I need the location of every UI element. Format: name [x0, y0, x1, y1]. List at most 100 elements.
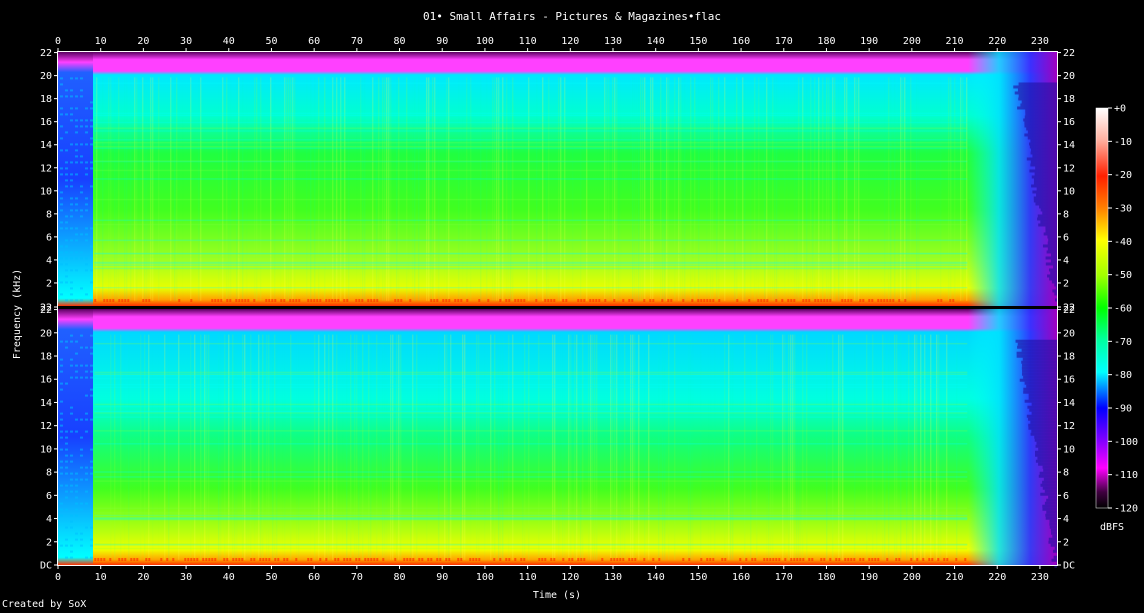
energy-streak — [500, 334, 502, 560]
bass-hit — [142, 299, 145, 302]
energy-streak — [558, 77, 560, 301]
energy-streak — [724, 334, 726, 560]
energy-streak — [900, 77, 902, 301]
bass-hit — [754, 558, 757, 561]
x-tick-label-top: 220 — [988, 36, 1006, 47]
energy-streak — [832, 334, 834, 560]
intro-texture — [80, 502, 83, 505]
harmonic-band — [94, 543, 968, 545]
energy-streak — [734, 77, 736, 301]
energy-streak — [358, 334, 360, 560]
energy-streak — [270, 77, 272, 301]
intro-texture — [75, 161, 78, 164]
energy-streak — [296, 335, 297, 560]
energy-streak — [680, 77, 682, 301]
energy-streak — [448, 77, 450, 301]
energy-streak — [592, 334, 594, 560]
intro-texture — [80, 257, 83, 260]
bass-hit — [118, 558, 121, 561]
energy-streak — [292, 77, 294, 301]
bass-hit — [205, 558, 208, 561]
fade-tail — [1030, 139, 1057, 143]
energy-streak — [644, 77, 646, 301]
energy-streak — [770, 334, 772, 560]
bass-hit — [862, 558, 865, 561]
bass-hit — [871, 299, 874, 302]
colorbar-tick-label: -50 — [1114, 270, 1132, 281]
fade-tail — [1028, 423, 1057, 427]
fade-tail — [1054, 283, 1057, 287]
bass-hit — [580, 558, 583, 561]
intro-texture — [70, 257, 73, 260]
energy-streak — [168, 334, 170, 560]
fade-tail — [1052, 289, 1057, 293]
fade-tail — [1040, 492, 1057, 496]
energy-streak — [164, 334, 166, 560]
energy-streak — [554, 334, 556, 560]
intro-texture — [80, 251, 83, 254]
harmonic-band — [94, 547, 968, 550]
intro-texture — [90, 460, 93, 463]
intro-texture — [60, 173, 63, 176]
energy-streak — [242, 334, 244, 560]
intro-texture — [70, 215, 73, 218]
intro-texture — [60, 370, 63, 373]
bass-hit — [643, 558, 646, 561]
top-channel-texture — [60, 77, 1057, 302]
intro-texture — [85, 239, 88, 242]
energy-streak — [524, 334, 526, 560]
energy-streak — [906, 334, 908, 560]
energy-streak — [388, 77, 390, 301]
bass-hit — [649, 299, 652, 302]
energy-streak — [800, 334, 802, 560]
bass-hit — [880, 299, 883, 302]
intro-texture — [85, 167, 88, 170]
fade-tail — [1035, 450, 1057, 454]
fade-tail — [1016, 354, 1057, 358]
intro-texture — [60, 340, 63, 343]
energy-streak — [792, 334, 794, 560]
intro-texture — [70, 185, 73, 188]
x-tick-label-top: 170 — [775, 36, 793, 47]
intro-texture — [85, 364, 88, 367]
bass-hit — [805, 299, 808, 302]
x-tick-label-top: 210 — [946, 36, 964, 47]
energy-streak — [966, 77, 968, 301]
bass-hit — [109, 558, 112, 561]
bass-hit — [421, 558, 424, 561]
bass-hit — [376, 299, 379, 302]
energy-streak — [630, 334, 632, 560]
intro-texture — [75, 352, 78, 355]
y-tick-label-right: 20 — [1063, 71, 1075, 82]
fade-tail — [1029, 169, 1057, 173]
energy-streak — [908, 334, 910, 560]
bass-hit — [376, 558, 379, 561]
y-tick-label-left: 8 — [46, 209, 52, 220]
energy-streak — [522, 334, 524, 560]
intro-texture — [70, 143, 73, 146]
bass-hit — [358, 299, 361, 302]
intro-texture — [65, 269, 68, 272]
fade-tail — [1045, 229, 1057, 233]
intro-texture — [85, 257, 88, 260]
energy-streak — [854, 77, 856, 301]
fade-tail — [1013, 85, 1057, 89]
intro-texture — [75, 125, 78, 128]
energy-streak — [466, 77, 468, 301]
bass-hit — [877, 299, 880, 302]
energy-streak — [638, 77, 640, 301]
intro-texture — [70, 364, 73, 367]
intro-texture — [85, 466, 88, 469]
intro-texture — [70, 544, 73, 547]
bass-hit — [355, 558, 358, 561]
energy-streak — [284, 77, 286, 301]
intro-texture — [80, 436, 83, 439]
bass-hit — [118, 299, 121, 302]
intro-texture — [70, 179, 73, 182]
fade-tail — [1029, 145, 1057, 149]
fade-tail — [1036, 193, 1057, 197]
fade-tail — [1046, 250, 1057, 254]
energy-streak — [894, 334, 896, 560]
intro-texture — [60, 263, 63, 266]
energy-streak — [898, 77, 900, 301]
